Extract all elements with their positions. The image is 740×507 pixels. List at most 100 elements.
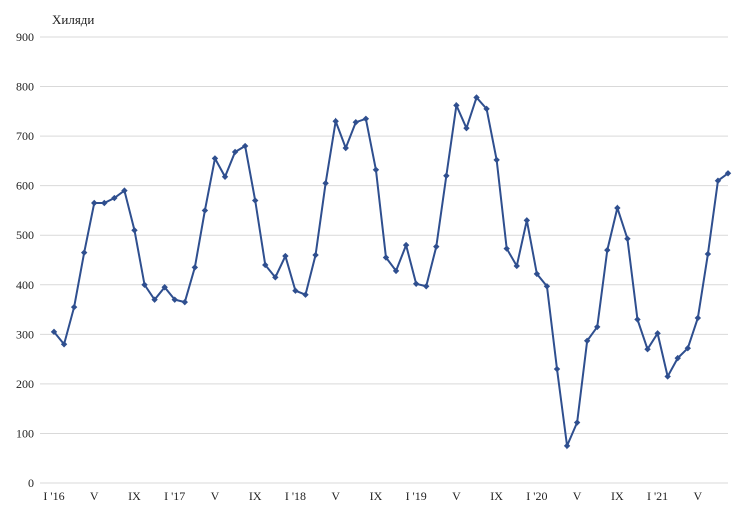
data-point bbox=[231, 148, 239, 156]
data-point bbox=[181, 298, 188, 306]
y-tick-label: 600 bbox=[16, 179, 34, 193]
data-point bbox=[513, 262, 520, 270]
y-tick-label: 100 bbox=[16, 426, 34, 440]
y-tick-label: 500 bbox=[16, 228, 34, 242]
data-point bbox=[553, 365, 561, 373]
data-point bbox=[211, 155, 219, 162]
y-tick-label: 900 bbox=[16, 30, 34, 44]
data-point bbox=[252, 197, 259, 204]
data-point bbox=[131, 227, 138, 234]
data-point bbox=[402, 241, 410, 249]
data-point bbox=[80, 249, 88, 256]
x-tick-label: I '21 bbox=[647, 489, 668, 503]
data-point bbox=[372, 166, 380, 174]
data-point bbox=[161, 284, 168, 291]
data-point bbox=[473, 94, 480, 101]
x-tick-label: I '17 bbox=[164, 489, 185, 503]
data-point bbox=[694, 314, 702, 322]
x-tick-label: I '18 bbox=[285, 489, 306, 503]
data-point bbox=[322, 179, 329, 187]
data-point bbox=[382, 254, 390, 261]
data-point bbox=[664, 373, 671, 380]
data-point bbox=[583, 337, 591, 344]
y-axis-ticks: 0 100 200 300 400 500 600 700 800 900 bbox=[16, 30, 34, 490]
x-tick-label: IX bbox=[611, 489, 624, 503]
y-tick-label: 300 bbox=[16, 327, 34, 341]
y-tick-label: 200 bbox=[16, 377, 34, 391]
data-point bbox=[594, 323, 601, 331]
data-point bbox=[121, 187, 128, 194]
series-points bbox=[50, 94, 732, 450]
data-point bbox=[70, 303, 78, 311]
x-tick-label: V bbox=[573, 489, 582, 503]
data-point bbox=[644, 346, 651, 353]
y-tick-label: 0 bbox=[28, 476, 34, 490]
data-point bbox=[684, 345, 691, 352]
y-tick-label: 700 bbox=[16, 129, 34, 143]
data-point bbox=[704, 250, 712, 258]
data-point bbox=[342, 144, 349, 152]
data-point bbox=[523, 217, 531, 224]
data-point bbox=[101, 199, 108, 207]
data-point bbox=[262, 261, 269, 269]
data-point bbox=[674, 354, 681, 362]
data-point bbox=[543, 283, 551, 290]
data-point bbox=[563, 442, 571, 450]
x-tick-label: V bbox=[331, 489, 340, 503]
data-point bbox=[151, 296, 158, 303]
data-point bbox=[614, 204, 621, 212]
data-point bbox=[443, 172, 450, 179]
data-point bbox=[533, 270, 541, 278]
data-point bbox=[654, 330, 661, 337]
x-tick-label: V bbox=[90, 489, 99, 503]
data-point bbox=[573, 419, 581, 426]
data-point bbox=[453, 102, 460, 109]
data-point bbox=[604, 246, 611, 254]
data-point bbox=[714, 177, 722, 184]
data-point bbox=[141, 281, 148, 288]
data-point bbox=[392, 267, 400, 275]
data-point bbox=[503, 245, 510, 252]
data-point bbox=[362, 115, 370, 122]
data-point bbox=[433, 243, 440, 250]
data-point bbox=[292, 287, 299, 294]
data-point bbox=[60, 341, 68, 348]
data-point bbox=[634, 316, 641, 323]
data-point bbox=[483, 105, 490, 113]
data-point bbox=[332, 118, 339, 125]
data-point bbox=[493, 156, 500, 164]
data-point bbox=[191, 264, 199, 271]
x-tick-label: V bbox=[452, 489, 461, 503]
data-point bbox=[91, 199, 98, 207]
gridlines bbox=[40, 36, 728, 484]
data-point bbox=[201, 207, 209, 214]
x-tick-label: IX bbox=[249, 489, 262, 503]
y-axis-unit-label: Хиляди bbox=[52, 12, 94, 27]
data-point bbox=[171, 296, 178, 303]
data-point bbox=[282, 252, 289, 260]
x-tick-label: I '20 bbox=[526, 489, 547, 503]
data-point bbox=[423, 283, 430, 290]
y-tick-label: 400 bbox=[16, 278, 34, 292]
data-point bbox=[412, 280, 420, 287]
x-tick-label: IX bbox=[490, 489, 503, 503]
x-tick-label: IX bbox=[370, 489, 383, 503]
data-point bbox=[724, 170, 732, 177]
data-point bbox=[272, 274, 279, 281]
data-point bbox=[302, 291, 309, 298]
series-line bbox=[53, 95, 729, 450]
x-tick-label: IX bbox=[128, 489, 141, 503]
x-tick-label: I '16 bbox=[43, 489, 64, 503]
data-point bbox=[463, 124, 470, 132]
x-tick-label: I '19 bbox=[406, 489, 427, 503]
data-point bbox=[624, 235, 631, 242]
x-tick-label: V bbox=[211, 489, 220, 503]
data-point bbox=[312, 251, 319, 259]
x-axis-ticks: I '16 V IX I '17 V IX I '18 V IX I '19 V IX I '20 V IX… bbox=[43, 489, 702, 503]
x-tick-label: V bbox=[694, 489, 703, 503]
data-point bbox=[111, 194, 118, 202]
y-tick-label: 800 bbox=[16, 80, 34, 94]
data-point bbox=[241, 142, 249, 150]
data-point bbox=[50, 328, 58, 336]
